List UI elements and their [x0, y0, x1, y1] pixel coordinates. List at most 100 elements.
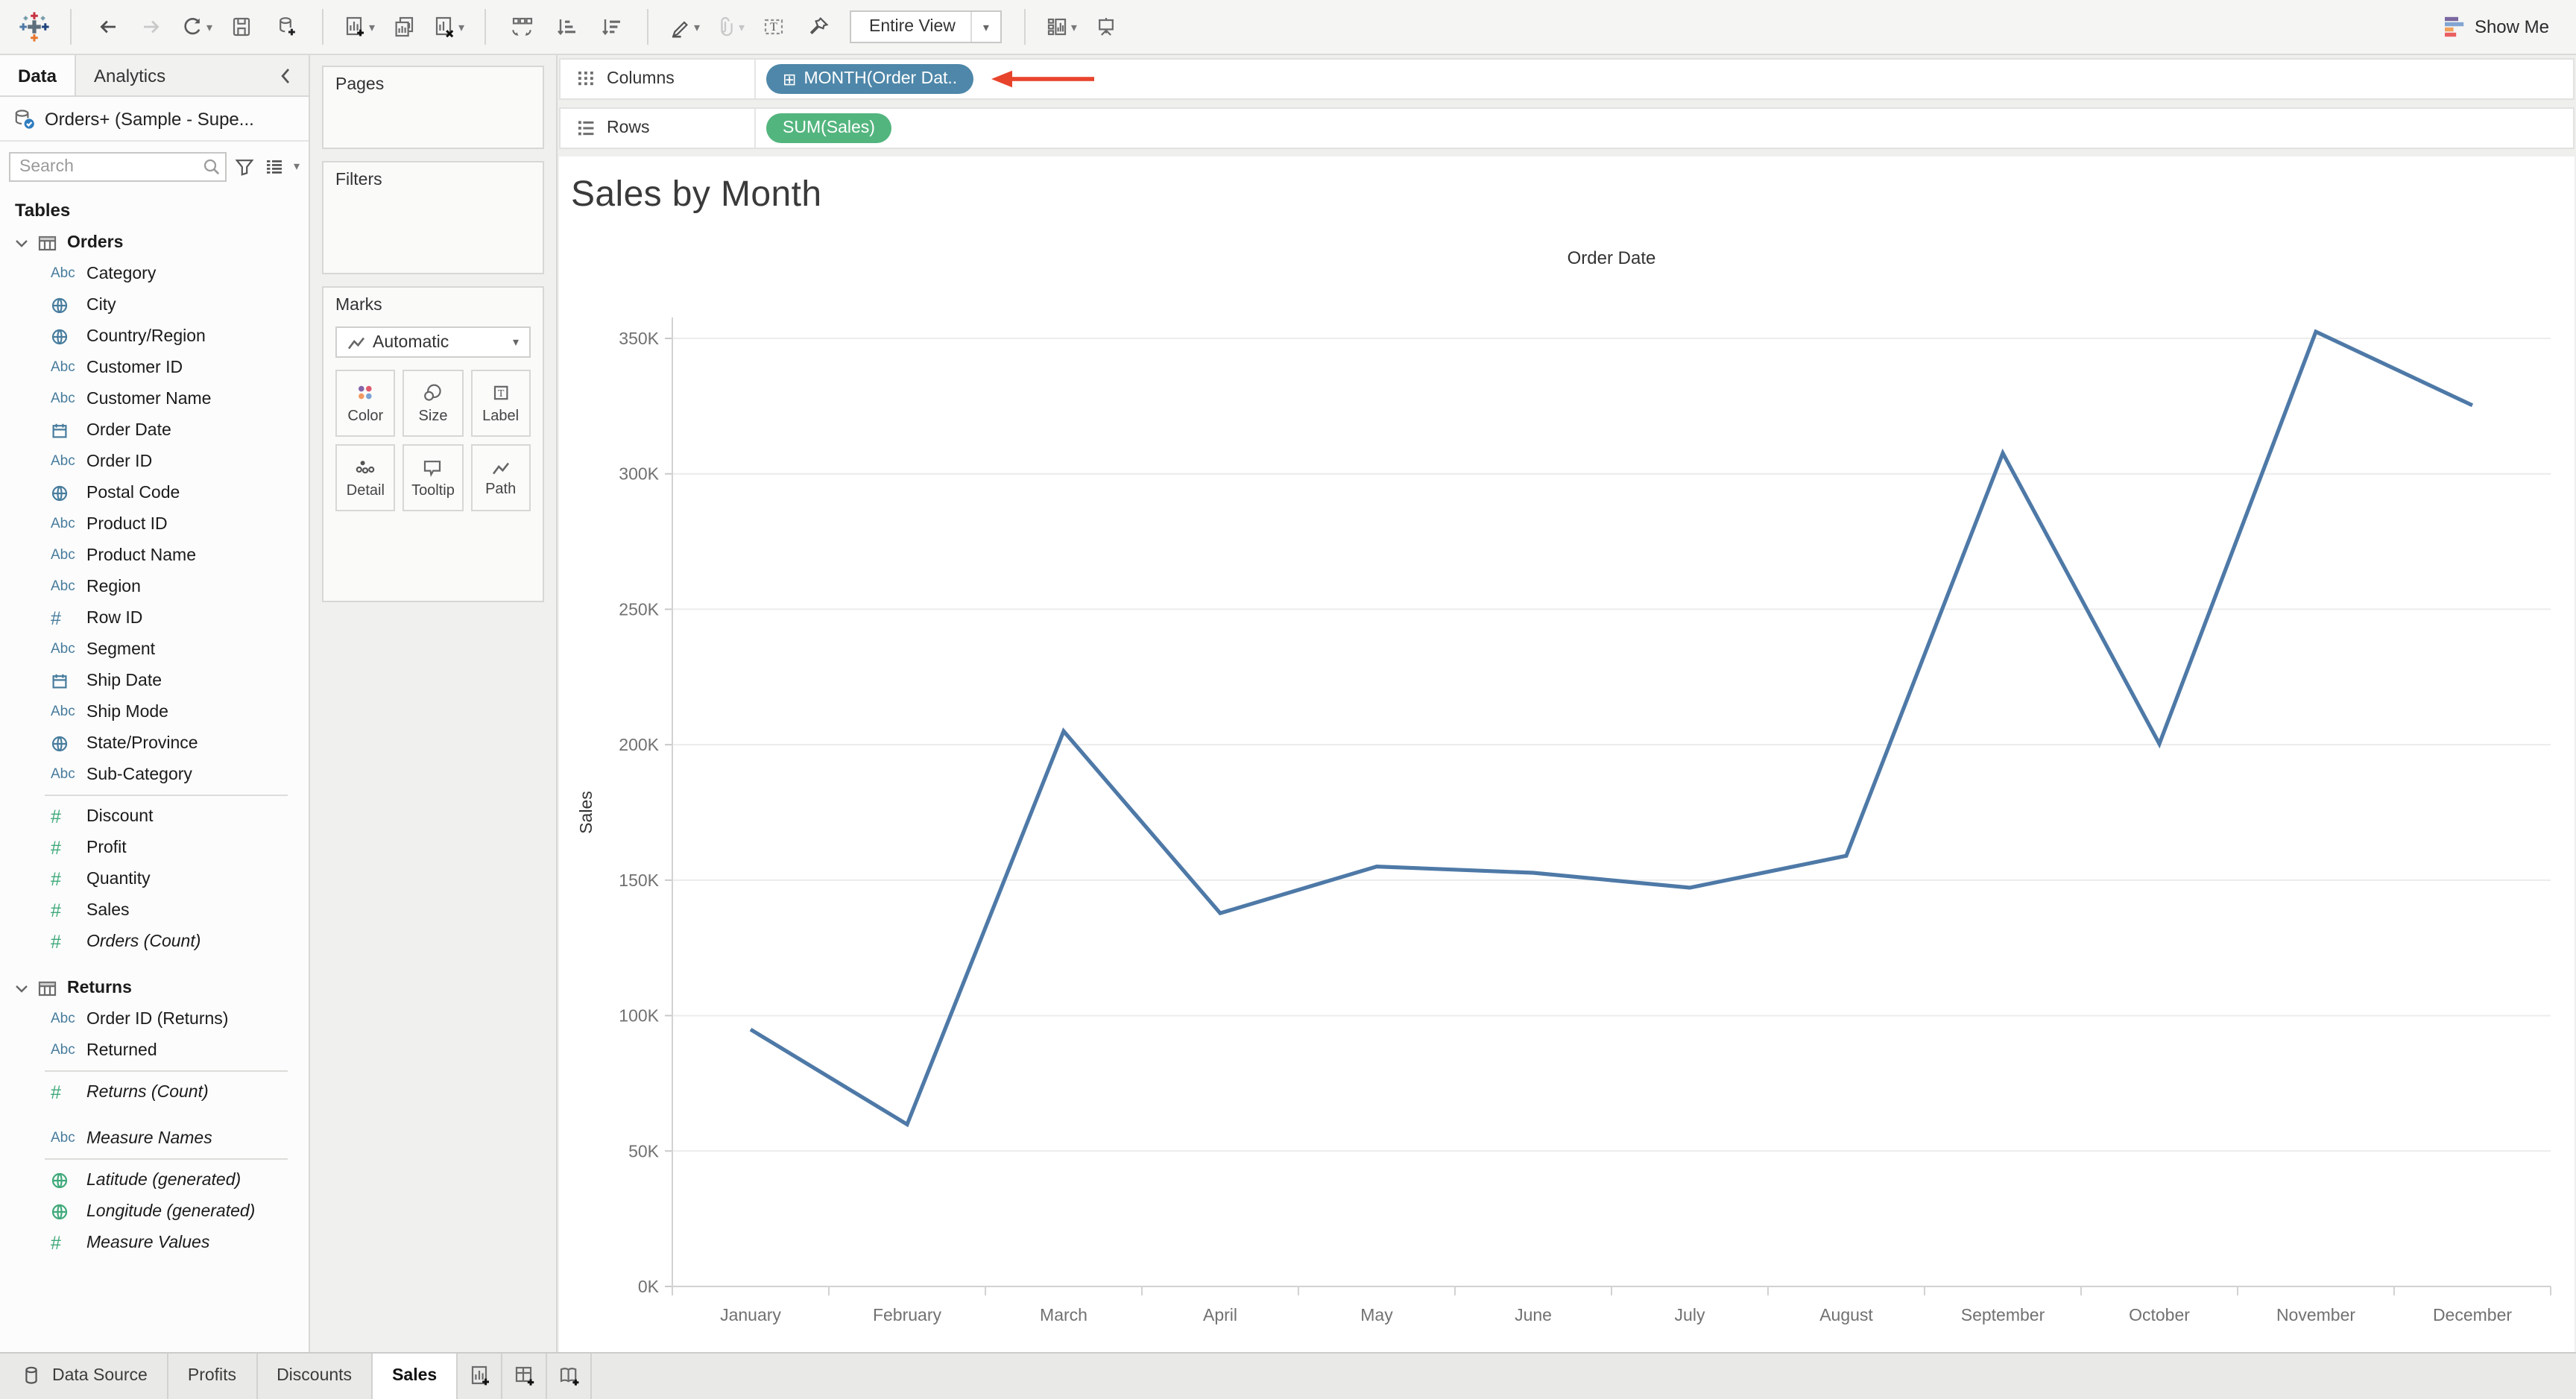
undo-button[interactable]: [89, 7, 125, 46]
field-item[interactable]: Postal Code: [0, 477, 309, 508]
collapse-pane-button[interactable]: [262, 55, 309, 95]
view-list-icon[interactable]: [262, 154, 286, 178]
field-label: Order ID: [86, 452, 153, 470]
svg-text:T: T: [498, 388, 505, 400]
x-tick-label: January: [720, 1305, 781, 1324]
table-item-returns[interactable]: Returns: [0, 972, 309, 1003]
field-label: Customer Name: [86, 390, 212, 408]
filters-shelf[interactable]: Filters: [322, 161, 544, 274]
redo-button[interactable]: [134, 7, 170, 46]
tableau-logo-icon[interactable]: [16, 7, 52, 46]
highlight-button[interactable]: ▾: [666, 7, 702, 46]
field-item[interactable]: Longitude (generated): [0, 1196, 309, 1227]
columns-pill-month-order-date[interactable]: ⊞ MONTH(Order Dat..: [766, 64, 974, 94]
sheet-tab-sales[interactable]: Sales: [373, 1354, 458, 1399]
new-worksheet-button[interactable]: [458, 1354, 503, 1399]
number-icon: #: [51, 806, 61, 827]
sheet-tab-discounts[interactable]: Discounts: [257, 1354, 373, 1399]
sheet-view: Sales by Month 0K 50K 100K 150K 200K 250K 300K…: [559, 157, 2575, 1352]
sheet-tab-profits[interactable]: Profits: [168, 1354, 258, 1399]
field-item[interactable]: Latitude (generated): [0, 1164, 309, 1196]
fix-axes-button[interactable]: [801, 7, 836, 46]
filter-funnel-icon[interactable]: [233, 154, 256, 178]
table-item-orders[interactable]: Orders: [0, 227, 309, 258]
field-item[interactable]: Country/Region: [0, 320, 309, 352]
field-item[interactable]: Abc Order ID (Returns): [0, 1003, 309, 1035]
duplicate-sheet-button[interactable]: [386, 7, 422, 46]
x-tick-label: March: [1040, 1305, 1087, 1324]
datasource-item[interactable]: Orders+ (Sample - Supe...: [0, 97, 309, 142]
field-item[interactable]: Abc Region: [0, 571, 309, 602]
field-item[interactable]: # Row ID: [0, 602, 309, 634]
caret-down-icon[interactable]: ▾: [293, 160, 300, 173]
field-item[interactable]: Abc Customer Name: [0, 383, 309, 414]
format-links-button[interactable]: ▾: [711, 7, 747, 46]
field-item[interactable]: Order Date: [0, 414, 309, 446]
marks-button-path[interactable]: Path: [470, 444, 531, 511]
field-item[interactable]: # Returns (Count): [0, 1076, 309, 1108]
field-item[interactable]: # Orders (Count): [0, 926, 309, 957]
sales-line-chart[interactable]: 0K 50K 100K 150K 200K 250K 300K 350K January Febr…: [559, 157, 2575, 1352]
marks-button-color[interactable]: Color: [335, 370, 396, 437]
field-item[interactable]: Ship Date: [0, 665, 309, 696]
new-worksheet-button[interactable]: ▾: [341, 7, 377, 46]
field-item[interactable]: City: [0, 289, 309, 320]
abc-icon: Abc: [51, 1130, 75, 1146]
save-button[interactable]: [224, 7, 259, 46]
number-icon: #: [51, 1081, 61, 1102]
highlight-pen-icon: [669, 15, 692, 39]
tab-analytics[interactable]: Analytics: [94, 65, 166, 86]
field-item[interactable]: Abc Product Name: [0, 540, 309, 571]
add-datasource-icon: [274, 15, 298, 39]
field-item[interactable]: Abc Ship Mode: [0, 696, 309, 727]
field-item[interactable]: Abc Sub-Category: [0, 759, 309, 790]
sales-line[interactable]: [749, 329, 2474, 1128]
pages-shelf[interactable]: Pages: [322, 66, 544, 149]
field-item[interactable]: Abc Returned: [0, 1035, 309, 1066]
marks-button-detail[interactable]: Detail: [335, 444, 396, 511]
field-section-gap: [0, 957, 309, 972]
field-label: Returned: [86, 1041, 157, 1059]
field-item[interactable]: Abc Order ID: [0, 446, 309, 477]
calendar-icon: [51, 421, 69, 439]
tab-data-source[interactable]: Data Source: [0, 1354, 168, 1399]
show-me-button[interactable]: Show Me: [2443, 15, 2564, 39]
marks-button-label[interactable]: T Label: [470, 370, 531, 437]
rows-pill-sum-sales[interactable]: SUM(Sales): [766, 113, 891, 143]
field-item[interactable]: Abc Product ID: [0, 508, 309, 540]
add-datasource-button[interactable]: [268, 7, 304, 46]
swap-rows-columns-button[interactable]: [504, 7, 540, 46]
field-item[interactable]: State/Province: [0, 727, 309, 759]
field-item[interactable]: # Profit: [0, 832, 309, 863]
sheet-title: Sales by Month: [571, 174, 822, 215]
tab-data[interactable]: Data: [0, 55, 77, 95]
field-item[interactable]: # Sales: [0, 894, 309, 926]
field-label: Order Date: [86, 421, 171, 439]
search-input[interactable]: [9, 151, 227, 181]
field-item[interactable]: # Discount: [0, 800, 309, 832]
presentation-mode-button[interactable]: [1088, 7, 1124, 46]
show-mark-labels-button[interactable]: T: [756, 7, 792, 46]
new-dashboard-button[interactable]: [502, 1354, 548, 1399]
new-dashboard-icon: [512, 1365, 536, 1389]
replay-button[interactable]: ▾: [179, 7, 215, 46]
mark-type-dropdown[interactable]: Automatic ▾: [335, 326, 531, 358]
field-item[interactable]: # Quantity: [0, 863, 309, 894]
sort-descending-button[interactable]: [593, 7, 629, 46]
field-item[interactable]: Abc Category: [0, 258, 309, 289]
field-item[interactable]: Abc Customer ID: [0, 352, 309, 383]
show-hide-cards-button[interactable]: ▾: [1044, 7, 1079, 46]
clear-sheet-button[interactable]: ▾: [431, 7, 467, 46]
marks-button-size[interactable]: Size: [402, 370, 464, 437]
fit-selector[interactable]: Entire View ▾: [850, 10, 1002, 43]
new-story-button[interactable]: [547, 1354, 593, 1399]
field-item[interactable]: # Measure Values: [0, 1227, 309, 1258]
field-label: Discount: [86, 807, 154, 825]
field-item[interactable]: Abc Segment: [0, 634, 309, 665]
abc-icon: Abc: [51, 641, 75, 657]
data-source-tab-label: Data Source: [52, 1367, 148, 1386]
field-item[interactable]: Abc Measure Names: [0, 1122, 309, 1154]
sort-ascending-button[interactable]: [549, 7, 584, 46]
marks-button-tooltip[interactable]: Tooltip: [402, 444, 464, 511]
table-label: Orders: [67, 233, 124, 251]
